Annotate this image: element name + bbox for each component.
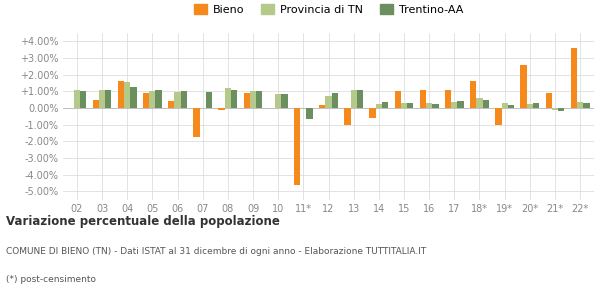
Bar bbox=[457, 101, 464, 108]
Bar bbox=[300, 108, 307, 109]
Bar bbox=[370, 108, 376, 118]
Bar bbox=[495, 108, 502, 125]
Bar bbox=[175, 92, 181, 108]
Bar bbox=[433, 104, 439, 108]
Bar bbox=[307, 108, 313, 119]
Bar bbox=[445, 90, 451, 108]
Bar bbox=[118, 81, 124, 108]
Bar bbox=[407, 103, 413, 108]
Bar bbox=[558, 108, 565, 111]
Bar bbox=[476, 98, 482, 108]
Bar bbox=[155, 90, 162, 108]
Bar bbox=[401, 103, 407, 108]
Bar bbox=[319, 105, 325, 108]
Bar bbox=[124, 82, 130, 108]
Bar bbox=[502, 103, 508, 108]
Bar bbox=[382, 102, 388, 108]
Bar bbox=[193, 108, 200, 137]
Bar bbox=[143, 93, 149, 108]
Bar bbox=[395, 91, 401, 108]
Bar bbox=[250, 91, 256, 108]
Bar bbox=[275, 94, 281, 108]
Bar bbox=[294, 108, 300, 185]
Legend: Bieno, Provincia di TN, Trentino-AA: Bieno, Provincia di TN, Trentino-AA bbox=[190, 0, 467, 19]
Bar bbox=[218, 108, 224, 110]
Bar bbox=[130, 87, 137, 108]
Bar bbox=[527, 104, 533, 108]
Bar bbox=[508, 105, 514, 108]
Bar bbox=[420, 90, 426, 108]
Bar bbox=[577, 102, 583, 108]
Bar bbox=[376, 104, 382, 108]
Text: (*) post-censimento: (*) post-censimento bbox=[6, 274, 96, 284]
Bar bbox=[344, 108, 350, 125]
Bar bbox=[149, 91, 155, 108]
Bar bbox=[350, 90, 357, 108]
Bar bbox=[426, 103, 433, 108]
Bar bbox=[451, 102, 457, 108]
Bar bbox=[181, 91, 187, 108]
Bar bbox=[80, 91, 86, 108]
Bar bbox=[168, 101, 175, 108]
Bar bbox=[520, 65, 527, 108]
Bar bbox=[552, 108, 558, 110]
Text: COMUNE DI BIENO (TN) - Dati ISTAT al 31 dicembre di ogni anno - Elaborazione TUT: COMUNE DI BIENO (TN) - Dati ISTAT al 31 … bbox=[6, 248, 426, 256]
Bar bbox=[332, 93, 338, 108]
Bar bbox=[357, 90, 363, 108]
Bar bbox=[99, 90, 105, 108]
Bar bbox=[545, 93, 552, 108]
Bar bbox=[470, 81, 476, 108]
Bar bbox=[206, 92, 212, 108]
Bar bbox=[583, 103, 590, 108]
Bar bbox=[482, 100, 489, 108]
Bar bbox=[224, 88, 231, 108]
Bar bbox=[281, 94, 287, 108]
Bar bbox=[256, 91, 262, 108]
Bar bbox=[325, 96, 332, 108]
Bar bbox=[105, 90, 112, 108]
Bar bbox=[244, 93, 250, 108]
Bar bbox=[231, 90, 237, 108]
Bar bbox=[74, 90, 80, 108]
Text: Variazione percentuale della popolazione: Variazione percentuale della popolazione bbox=[6, 214, 280, 227]
Bar bbox=[571, 48, 577, 108]
Bar bbox=[533, 103, 539, 108]
Bar bbox=[92, 100, 99, 108]
